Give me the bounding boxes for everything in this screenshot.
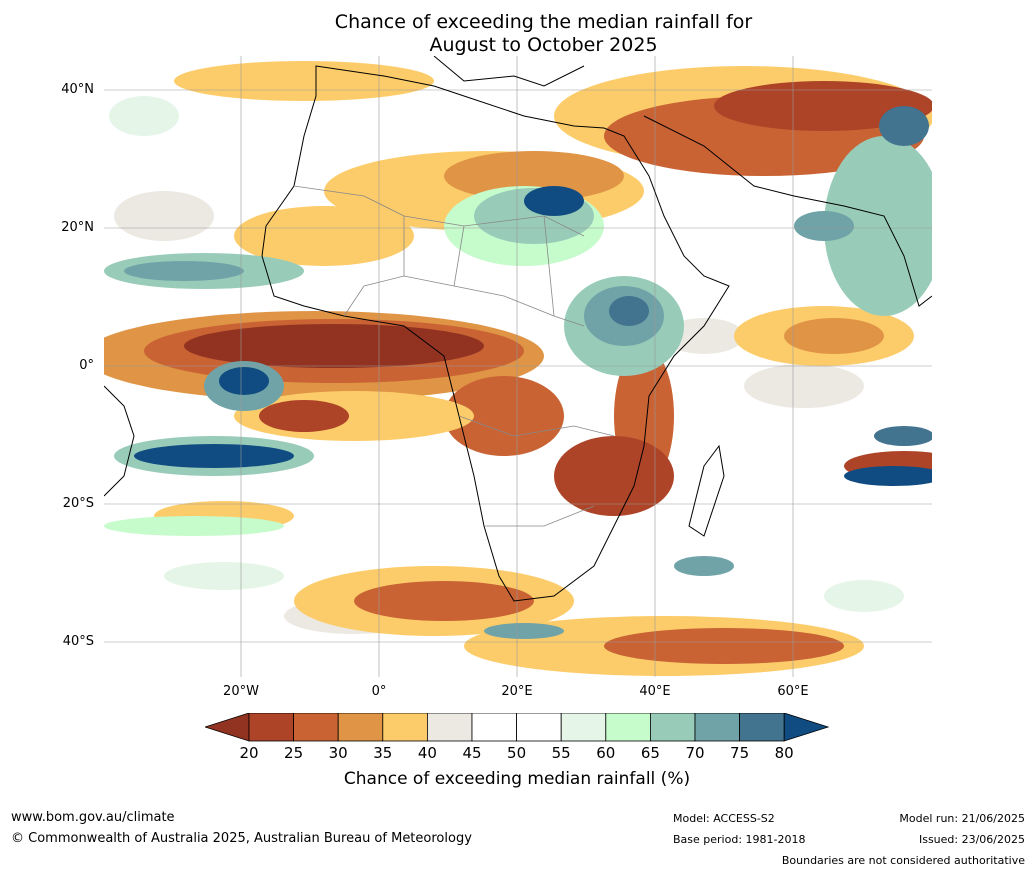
map-title-line-1: Chance of exceeding the median rainfall … [334, 11, 753, 33]
footer-issued: Issued: 23/06/2025 [918, 833, 1025, 846]
lat-label-20n: 20°N [61, 220, 94, 235]
colorbar-tick-label: 75 [730, 744, 750, 762]
graticule [104, 56, 932, 677]
footer-model-run: Model run: 21/06/2025 [899, 812, 1025, 825]
footer-model: Model: ACCESS-S2 [673, 812, 775, 825]
footer-copyright: © Commonwealth of Australia 2025, Austra… [11, 831, 472, 846]
colorbar [205, 713, 829, 742]
madagascar-coast [688, 444, 725, 537]
colorbar-tick-label: 35 [373, 744, 393, 762]
colorbar-tick-label: 30 [328, 744, 348, 762]
footer-base-period: Base period: 1981-2018 [673, 833, 806, 846]
colorbar-box [293, 713, 339, 742]
south-america-coast [104, 385, 135, 497]
lon-label-0: 0° [371, 684, 387, 699]
wet-regions [104, 106, 932, 639]
colorbar-extend-high [783, 713, 829, 742]
coastlines [104, 56, 932, 602]
colorbar-box [694, 713, 740, 742]
lat-label-40n: 40°N [61, 82, 94, 97]
colorbar-box [471, 713, 517, 742]
colorbar-box [248, 713, 294, 742]
colorbar-tick-label: 40 [417, 744, 437, 762]
africa-coast [261, 65, 730, 602]
asia-coast [643, 115, 932, 307]
lat-label-0: 0° [79, 358, 94, 373]
colorbar-tick-label: 55 [551, 744, 571, 762]
lat-label-20s: 20°S [62, 496, 94, 511]
colorbar-tick-label: 80 [774, 744, 794, 762]
lon-label-20w: 20°W [223, 684, 259, 699]
lon-label-40e: 40°E [639, 684, 671, 699]
colorbar-tick-label: 70 [685, 744, 705, 762]
lat-label-40s: 40°S [62, 634, 94, 649]
colorbar-tick-label: 45 [462, 744, 482, 762]
rainfall-map [104, 56, 932, 677]
footer-disclaimer: Boundaries are not considered authoritat… [781, 854, 1025, 867]
footer-website: www.bom.gov.au/climate [11, 810, 175, 825]
lon-label-60e: 60°E [777, 684, 809, 699]
colorbar-tick-label: 60 [596, 744, 616, 762]
colorbar-box [560, 713, 607, 742]
country-borders [293, 185, 615, 527]
colorbar-label: Chance of exceeding median rainfall (%) [343, 769, 691, 789]
lon-label-20e: 20°E [501, 684, 533, 699]
europe-coast [433, 56, 585, 87]
colorbar-tick-label: 65 [640, 744, 660, 762]
colorbar-tick-label: 20 [239, 744, 259, 762]
colorbar-box [426, 713, 473, 742]
colorbar-box [649, 713, 696, 742]
colorbar-extend-low [205, 713, 250, 742]
map-title-line-2: August to October 2025 [429, 34, 658, 56]
colorbar-box [382, 713, 428, 742]
colorbar-tick-label: 50 [507, 744, 527, 762]
colorbar-tick-label: 25 [284, 744, 304, 762]
colorbar-box [516, 713, 562, 742]
colorbar-box [605, 713, 651, 742]
colorbar-box [739, 713, 785, 742]
colorbar-box [337, 713, 384, 742]
